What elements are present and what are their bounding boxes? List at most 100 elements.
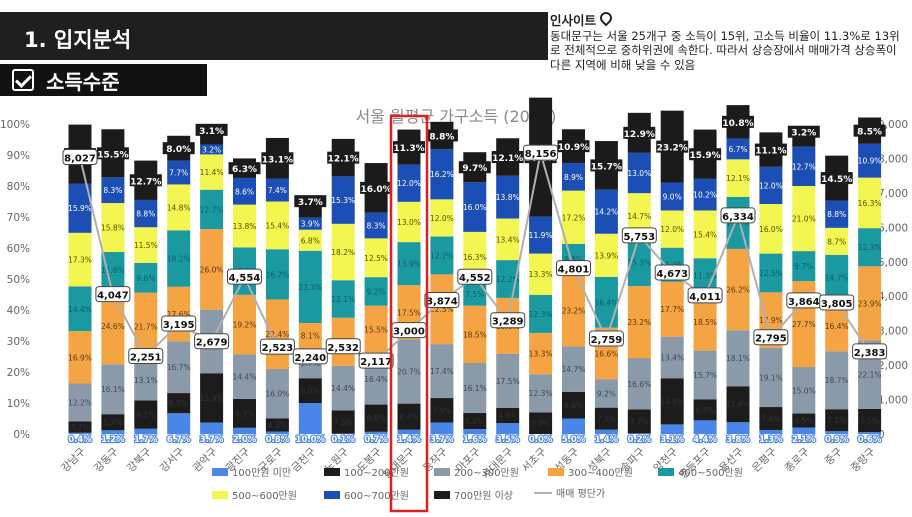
data-label: 16.4%: [364, 375, 388, 384]
y-right-tick: 6,000: [878, 222, 908, 234]
data-label: 16.0%: [360, 185, 391, 195]
legend-swatch: [324, 491, 340, 499]
data-label: 12.2%: [430, 251, 454, 260]
data-label: 10.0%: [296, 435, 326, 445]
y-right-tick: 8,000: [878, 153, 908, 165]
chart-title: 서울 월평균 가구소득 (2023): [356, 107, 557, 126]
data-label: 16.3%: [858, 199, 882, 208]
data-label: 15.9%: [200, 394, 224, 403]
bar-segment: [69, 433, 92, 434]
price-label: 4,552: [459, 273, 491, 284]
data-label: 5.2%: [103, 418, 122, 427]
data-label: 7.5%: [465, 290, 484, 299]
data-label: 12.7%: [792, 162, 816, 171]
section-title: 소득수준: [46, 66, 120, 95]
price-label: 4,011: [689, 292, 721, 303]
data-label: 7.4%: [268, 186, 287, 195]
data-label: 6.8%: [696, 406, 715, 415]
data-label: 0.1%: [331, 435, 355, 445]
data-label: 6.3%: [232, 165, 257, 175]
data-label: 1.7%: [134, 435, 158, 445]
price-label: 2,240: [294, 353, 326, 364]
data-label: 24.6%: [101, 322, 125, 331]
data-label: 3.7%: [430, 435, 454, 445]
price-label: 3,864: [788, 297, 820, 308]
legend-label: 100만원 미만: [232, 467, 291, 479]
data-label: 6.5%: [169, 399, 188, 408]
data-label: 5.2%: [465, 417, 484, 426]
data-label: 23.2%: [562, 306, 586, 315]
data-label: 20.7%: [397, 368, 421, 377]
y-right-tick: 1,000: [878, 395, 908, 407]
data-label: 17.3%: [68, 256, 92, 265]
data-label: 17.5%: [496, 377, 520, 386]
data-label: 14.4%: [233, 373, 257, 382]
data-label: 14.4%: [68, 305, 92, 314]
x-category-label: 은평구: [750, 445, 779, 474]
price-label: 2,532: [327, 343, 359, 354]
y-right-tick: 3,000: [878, 326, 908, 338]
data-label: 15.4%: [693, 230, 717, 239]
data-label: 15.3%: [331, 196, 355, 205]
data-label: 18.7%: [825, 376, 849, 385]
data-label: 11.5%: [134, 241, 158, 250]
data-label: 13.8%: [233, 222, 257, 231]
data-label: 14.9%: [660, 397, 684, 406]
data-label: 13.8%: [496, 193, 520, 202]
data-label: 13.9%: [397, 260, 421, 269]
data-label: 1.2%: [101, 435, 125, 445]
data-label: 3.7%: [200, 435, 224, 445]
x-category-label: 중랑구: [849, 445, 878, 474]
x-category-label: 중구: [823, 445, 845, 467]
data-label: 2.0%: [233, 435, 257, 445]
y-left-tick: 100%: [0, 119, 30, 131]
data-label: 4.4%: [693, 435, 717, 445]
data-label: 10.9%: [858, 157, 882, 166]
price-label: 3,000: [393, 327, 425, 338]
data-label: 15.9%: [689, 151, 720, 161]
data-label: 13.1%: [262, 155, 293, 165]
data-label: 14.8%: [167, 203, 191, 212]
price-label: 4,801: [558, 265, 590, 276]
data-label: 18.2%: [331, 248, 355, 257]
data-label: 8.8%: [367, 414, 386, 423]
data-label: 3.1%: [660, 435, 684, 445]
data-label: 7.1%: [597, 415, 616, 424]
x-category-label: 강서구: [158, 445, 187, 474]
bar-segment: [101, 430, 124, 434]
data-label: 12.5%: [364, 254, 388, 263]
data-label: 11.3%: [393, 144, 424, 154]
price-label: 3,195: [163, 320, 195, 331]
data-label: 7.0%: [531, 419, 550, 428]
data-label: 9.3%: [235, 409, 254, 418]
data-label: 16.9%: [68, 353, 92, 362]
data-label: 16.4%: [594, 298, 618, 307]
data-label: 7.5%: [860, 417, 879, 426]
bar-segment: [430, 423, 453, 434]
data-label: 1.6%: [463, 435, 487, 445]
data-label: 7.1%: [827, 416, 846, 425]
price-label: 2,383: [854, 348, 886, 359]
data-label: 14.7%: [825, 274, 849, 283]
data-label: 3.7%: [298, 198, 323, 208]
bar-segment: [825, 431, 848, 434]
bar-segment: [628, 433, 651, 434]
bar-segment: [134, 429, 157, 434]
data-label: 15.0%: [792, 386, 816, 395]
data-label: 10.2%: [693, 191, 717, 200]
data-label: 23.2%: [657, 144, 688, 154]
data-label: 18.5%: [463, 330, 487, 339]
data-label: 8.1%: [301, 332, 320, 341]
legend-swatch: [658, 468, 674, 476]
legend-swatch: [324, 468, 340, 476]
data-label: 12.2%: [68, 398, 92, 407]
bar-segment: [759, 430, 782, 434]
data-label: 8.9%: [564, 173, 583, 182]
legend-label: 600~700만원: [344, 490, 409, 502]
price-label: 6,334: [722, 212, 754, 223]
data-label: 21.7%: [134, 322, 158, 331]
price-label: 8,156: [525, 149, 557, 160]
y-left-tick: 50%: [7, 274, 30, 286]
data-label: 12.1%: [331, 295, 355, 304]
data-label: 19.1%: [759, 373, 783, 382]
